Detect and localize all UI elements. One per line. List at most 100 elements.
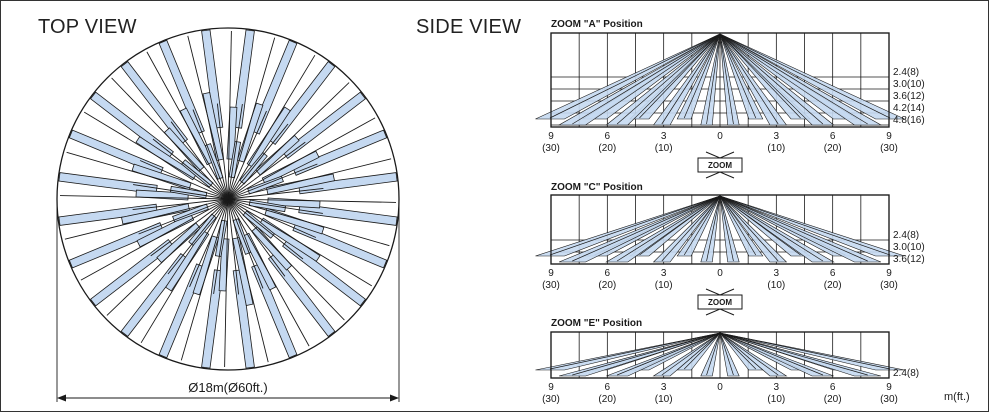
side-beam <box>606 332 721 377</box>
panel-frame-outline <box>550 194 890 265</box>
beam-ray <box>227 198 397 203</box>
side-beam-axis <box>719 195 824 262</box>
x-tick-label-ft: (20) <box>824 143 842 154</box>
side-beam <box>558 332 721 377</box>
x-tick-label-ft: (20) <box>824 280 842 291</box>
beam-ray <box>227 198 323 214</box>
x-tick-label: 3 <box>661 131 667 142</box>
side-beam <box>719 33 740 126</box>
side-beam-axis <box>719 33 757 119</box>
x-tick-label-ft: (10) <box>767 394 785 405</box>
beam-ray <box>227 117 376 200</box>
side-beam <box>719 195 740 263</box>
height-label: 3.0(10) <box>893 79 925 90</box>
beam-ray <box>227 198 345 321</box>
beam-ray <box>111 77 229 200</box>
x-tick-label: 9 <box>886 382 892 393</box>
diameter-label: Ø18m(Ø60ft.) <box>188 380 267 395</box>
beam-ray <box>227 198 269 363</box>
inner-beam <box>214 219 228 258</box>
side-beam <box>557 33 721 126</box>
inner-beam <box>169 185 208 199</box>
side-beam-axis <box>661 195 721 262</box>
beam-ray <box>139 160 229 200</box>
zoom-chevron-bottom <box>705 171 735 179</box>
side-beam-axis <box>549 332 721 370</box>
side-beam-axis <box>661 332 721 376</box>
side-beam-axis <box>719 332 779 376</box>
side-beam <box>700 195 721 263</box>
beam-ray <box>224 198 229 368</box>
zoom-indicator: ZOOM <box>697 288 743 316</box>
beam-ray <box>227 37 276 200</box>
side-beam <box>719 332 905 371</box>
unit-label: m(ft.) <box>944 391 970 403</box>
side-beam <box>558 195 721 263</box>
x-tick-label-ft: (20) <box>824 394 842 405</box>
side-beam-axis <box>719 195 757 256</box>
side-beam <box>676 33 721 120</box>
panel-frame-outline <box>550 32 890 128</box>
x-tick-label-ft: (10) <box>655 280 673 291</box>
height-label: 3.6(12) <box>893 254 925 265</box>
height-label: 2.4(8) <box>893 230 919 241</box>
beam-ray <box>138 198 229 235</box>
side-beam-axis <box>572 33 721 125</box>
x-tick-label: 3 <box>774 131 780 142</box>
zoom-box <box>697 294 743 310</box>
beam-ray <box>150 198 229 257</box>
side-beam-axis <box>616 33 721 125</box>
x-tick-label-ft: (30) <box>880 143 898 154</box>
x-tick-label-ft: (30) <box>542 394 560 405</box>
beam-ray <box>227 198 310 347</box>
side-beam-axis <box>616 195 721 262</box>
side-beam <box>605 195 721 263</box>
inner-beam <box>228 140 242 179</box>
side-beam-axis <box>719 195 868 262</box>
panel-title: ZOOM "E" Position <box>551 318 642 329</box>
beam-ray <box>189 198 229 288</box>
side-beam-axis <box>706 332 721 376</box>
x-tick-label-ft: (20) <box>598 394 616 405</box>
height-label: 4.8(16) <box>893 115 925 126</box>
zoom-label: ZOOM <box>708 298 732 307</box>
side-beam <box>719 33 883 126</box>
x-tick-label: 6 <box>605 382 611 393</box>
side-beam-axis <box>639 33 721 119</box>
beam-ray <box>140 198 229 344</box>
beam-ray <box>152 138 229 200</box>
beam-ray <box>227 158 392 200</box>
beam-ray <box>227 163 318 200</box>
side-beam <box>652 332 721 377</box>
zoom-label: ZOOM <box>708 161 732 170</box>
beam-ray <box>180 198 229 361</box>
side-beam-axis <box>719 33 891 119</box>
beam-ray <box>146 51 229 200</box>
x-tick-label-ft: (20) <box>598 143 616 154</box>
side-beam <box>719 33 764 120</box>
dimension-arrow-left <box>57 394 66 402</box>
beam-ray <box>167 198 229 275</box>
side-beam <box>719 195 905 257</box>
height-label: 2.4(8) <box>893 368 919 379</box>
beam-ray <box>192 109 229 200</box>
panel-title: ZOOM "A" Position <box>551 19 643 30</box>
beam-ray <box>227 104 243 200</box>
x-tick-label-ft: (30) <box>542 143 560 154</box>
zoom-chevron-top <box>705 151 735 159</box>
side-beam <box>719 33 788 126</box>
side-beam <box>719 195 788 263</box>
x-tick-label-ft: (10) <box>767 143 785 154</box>
beam-ray <box>227 198 240 295</box>
side-beam-axis <box>572 332 721 376</box>
side-beam <box>535 195 721 257</box>
dimension-arrow-right <box>390 394 399 402</box>
x-tick-label-ft: (10) <box>767 280 785 291</box>
beam-ray <box>64 198 229 240</box>
x-tick-label-ft: (30) <box>880 280 898 291</box>
x-tick-label-ft: (10) <box>655 394 673 405</box>
side-beam <box>535 332 721 371</box>
side-beam-axis <box>661 33 721 125</box>
x-tick-label: 9 <box>548 268 554 279</box>
